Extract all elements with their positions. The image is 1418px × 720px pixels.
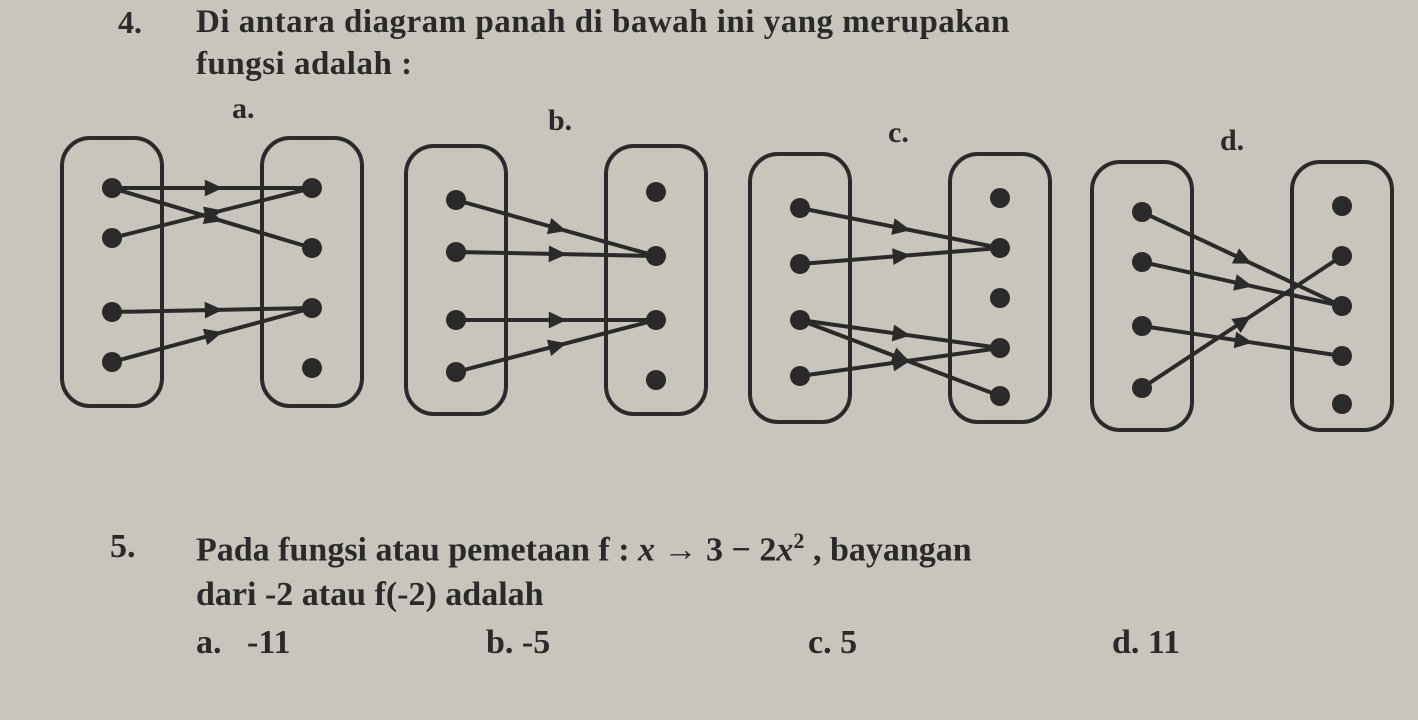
q5-opt-b-label: b. — [486, 624, 513, 661]
q5-opt-d-value: 11 — [1148, 624, 1180, 661]
q4-diagram-d — [1086, 156, 1398, 436]
q5-line1-pre: Pada fungsi atau pemetaan f : — [196, 531, 638, 568]
q5-opt-b-value: -5 — [522, 624, 550, 661]
q5-option-d: d. 11 — [1112, 624, 1180, 662]
q4-text-line2: fungsi adalah : — [196, 46, 413, 83]
q4-label-c: c. — [888, 116, 909, 150]
q4-number: 4. — [118, 4, 142, 41]
q5-number: 5. — [110, 528, 136, 566]
q5-math-arrow: → 3 − 2 — [655, 531, 776, 568]
q5-opt-c-label: c. — [808, 624, 832, 661]
q4-diagram-c — [744, 148, 1056, 428]
q5-option-c: c. 5 — [808, 624, 857, 662]
q4-label-a: a. — [232, 92, 255, 126]
q5-math-sq: 2 — [793, 528, 804, 553]
q4-diagram-b — [400, 140, 712, 420]
q5-math-x2: x — [776, 531, 793, 568]
q5-line2: dari -2 atau f(-2) adalah — [196, 576, 544, 614]
q4-label-b: b. — [548, 104, 572, 138]
q5-opt-a-value: -11 — [247, 624, 290, 661]
q5-line1: Pada fungsi atau pemetaan f : x → 3 − 2x… — [196, 528, 972, 569]
q5-opt-c-value: 5 — [840, 624, 857, 661]
q4-text-line1: Di antara diagram panah di bawah ini yan… — [196, 4, 1010, 41]
q4-label-d: d. — [1220, 124, 1244, 158]
q5-opt-a-label: a. — [196, 624, 222, 661]
q5-line1-post: , bayangan — [804, 531, 971, 568]
q5-option-b: b. -5 — [486, 624, 550, 662]
q5-math-x1: x — [638, 531, 655, 568]
q4-diagram-a — [56, 132, 368, 412]
q5-opt-d-label: d. — [1112, 624, 1139, 661]
q5-option-a: a. -11 — [196, 624, 290, 662]
